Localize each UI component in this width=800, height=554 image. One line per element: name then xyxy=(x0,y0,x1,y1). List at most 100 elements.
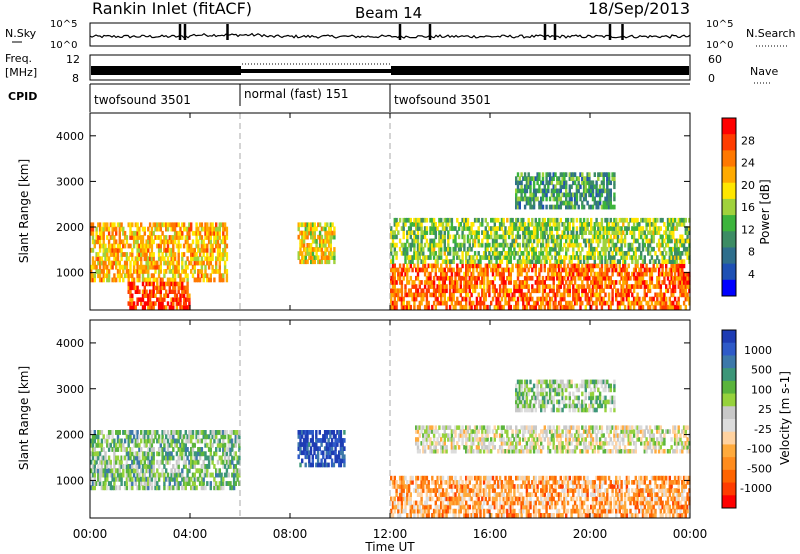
heatmap-cell xyxy=(650,222,654,227)
heatmap-cell xyxy=(623,217,627,223)
heatmap-cell xyxy=(465,304,468,310)
heatmap-cell xyxy=(657,280,661,285)
heatmap-cell xyxy=(590,184,593,190)
heatmap-cell xyxy=(175,301,179,306)
heatmap-cell xyxy=(434,504,437,510)
heatmap-cell xyxy=(145,301,148,306)
heatmap-cell xyxy=(473,217,477,223)
heatmap-cell xyxy=(172,252,175,257)
heatmap-cell xyxy=(682,292,686,298)
heatmap-cell xyxy=(670,288,673,294)
heatmap-cell xyxy=(593,226,596,231)
heatmap-cell xyxy=(407,259,411,264)
heatmap-cell xyxy=(327,454,330,460)
heatmap-cell xyxy=(118,235,121,240)
heatmap-cell xyxy=(615,226,618,231)
heatmap-cell xyxy=(520,192,523,198)
heatmap-cell xyxy=(215,226,218,232)
heatmap-cell xyxy=(565,204,568,210)
heatmap-cell xyxy=(634,275,637,281)
heatmap-cell xyxy=(450,267,454,273)
heatmap-cell xyxy=(143,305,146,310)
heatmap-cell xyxy=(638,234,641,240)
heatmap-cell xyxy=(177,235,180,240)
heatmap-cell xyxy=(670,222,673,227)
heatmap-cell xyxy=(127,289,130,294)
heatmap-cell xyxy=(104,256,107,262)
heatmap-cell xyxy=(623,259,627,264)
heatmap-cell xyxy=(170,438,173,444)
heatmap-cell xyxy=(513,242,516,248)
heatmap-cell xyxy=(640,251,643,256)
heatmap-cell xyxy=(484,292,487,298)
heatmap-cell xyxy=(472,222,475,227)
heatmap-cell xyxy=(657,292,661,298)
heatmap-cell xyxy=(100,485,104,491)
heatmap-cell xyxy=(591,180,595,186)
heatmap-cell xyxy=(470,292,473,298)
heatmap-cell xyxy=(575,188,579,194)
heatmap-cell xyxy=(102,481,105,486)
heatmap-cell xyxy=(195,260,198,266)
heatmap-cell xyxy=(177,434,180,440)
heatmap-cell xyxy=(479,280,482,285)
heatmap-cell xyxy=(563,304,566,310)
heatmap-cell xyxy=(413,300,416,306)
heatmap-cell xyxy=(222,464,225,469)
heatmap-cell xyxy=(572,255,575,260)
heatmap-cell xyxy=(541,242,545,248)
heatmap-cell xyxy=(681,222,684,227)
heatmap-cell xyxy=(531,284,534,289)
heatmap-cell xyxy=(527,255,530,260)
heatmap-cell xyxy=(625,255,629,260)
heatmap-cell xyxy=(682,238,686,244)
heatmap-cell xyxy=(323,434,327,439)
heatmap-cell xyxy=(172,434,175,440)
noise-left-label: N.Sky xyxy=(5,27,37,40)
heatmap-cell xyxy=(138,235,141,240)
heatmap-cell xyxy=(97,451,100,457)
heatmap-cell xyxy=(527,230,530,235)
heatmap-cell xyxy=(107,481,111,486)
heatmap-cell xyxy=(507,280,511,285)
heatmap-cell xyxy=(686,238,689,244)
heatmap-cell xyxy=(229,442,232,448)
heatmap-cell xyxy=(516,259,520,264)
heatmap-cell xyxy=(311,230,315,236)
heatmap-cell xyxy=(311,234,315,240)
heatmap-cell xyxy=(577,255,580,260)
heatmap-cell xyxy=(406,246,409,252)
heatmap-cell xyxy=(441,267,445,273)
heatmap-cell xyxy=(166,430,170,435)
heatmap-cell xyxy=(413,263,416,269)
heatmap-cell xyxy=(525,188,529,194)
heatmap-cell xyxy=(156,281,159,287)
heatmap-cell xyxy=(543,259,546,264)
heatmap-cell xyxy=(456,255,459,260)
heatmap-cell xyxy=(438,230,441,235)
heatmap-cell xyxy=(595,271,598,277)
heatmap-cell xyxy=(186,226,189,232)
heatmap-cell xyxy=(531,255,534,260)
heatmap-cell xyxy=(147,447,150,452)
heatmap-cell xyxy=(93,459,96,465)
heatmap-cell xyxy=(310,255,313,260)
heatmap-cell xyxy=(532,300,536,306)
heatmap-cell xyxy=(204,442,207,448)
heatmap-cell xyxy=(391,500,395,506)
heatmap-cell xyxy=(91,472,95,478)
heatmap-cell xyxy=(543,234,546,240)
heatmap-cell xyxy=(640,280,643,285)
heatmap-cell xyxy=(473,251,477,256)
heatmap-cell xyxy=(308,255,311,260)
heatmap-cell xyxy=(310,259,313,265)
heatmap-cell xyxy=(588,180,591,186)
heatmap-cell xyxy=(579,196,582,202)
heatmap-cell xyxy=(448,280,452,285)
heatmap-cell xyxy=(393,475,396,481)
heatmap-cell xyxy=(145,464,148,469)
heatmap-cell xyxy=(582,259,586,264)
heatmap-cell xyxy=(543,288,546,294)
heatmap-cell xyxy=(638,255,641,260)
heatmap-cell xyxy=(536,176,539,181)
